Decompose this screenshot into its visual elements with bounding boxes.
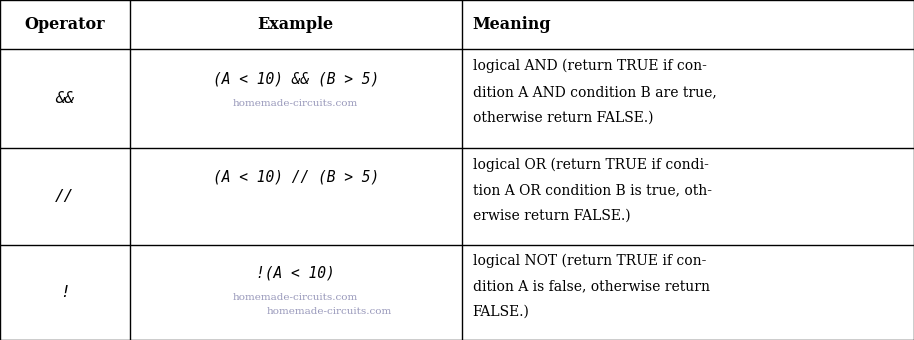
Text: //: // [55, 189, 75, 204]
Text: homemade-circuits.com: homemade-circuits.com [233, 293, 358, 302]
Text: erwise return FALSE.): erwise return FALSE.) [473, 208, 630, 222]
Text: logical OR (return TRUE if condi-: logical OR (return TRUE if condi- [473, 157, 708, 172]
Text: Meaning: Meaning [473, 16, 551, 33]
Text: dition A is false, otherwise return: dition A is false, otherwise return [473, 279, 709, 293]
Text: otherwise return FALSE.): otherwise return FALSE.) [473, 111, 653, 125]
Text: Operator: Operator [25, 16, 105, 33]
Text: FALSE.): FALSE.) [473, 304, 529, 318]
Text: logical NOT (return TRUE if con-: logical NOT (return TRUE if con- [473, 254, 706, 268]
Text: Example: Example [258, 16, 334, 33]
Text: &&: && [55, 91, 75, 106]
Text: homemade-circuits.com: homemade-circuits.com [233, 99, 358, 108]
Text: (A < 10) && (B > 5): (A < 10) && (B > 5) [213, 71, 378, 86]
Text: (A < 10) // (B > 5): (A < 10) // (B > 5) [213, 169, 378, 185]
Text: logical AND (return TRUE if con-: logical AND (return TRUE if con- [473, 59, 707, 73]
Text: !: ! [60, 285, 69, 300]
Text: tion A OR condition B is true, oth-: tion A OR condition B is true, oth- [473, 183, 711, 197]
Text: dition A AND condition B are true,: dition A AND condition B are true, [473, 85, 717, 99]
Text: !(A < 10): !(A < 10) [256, 266, 335, 281]
Text: homemade-circuits.com: homemade-circuits.com [266, 307, 391, 316]
